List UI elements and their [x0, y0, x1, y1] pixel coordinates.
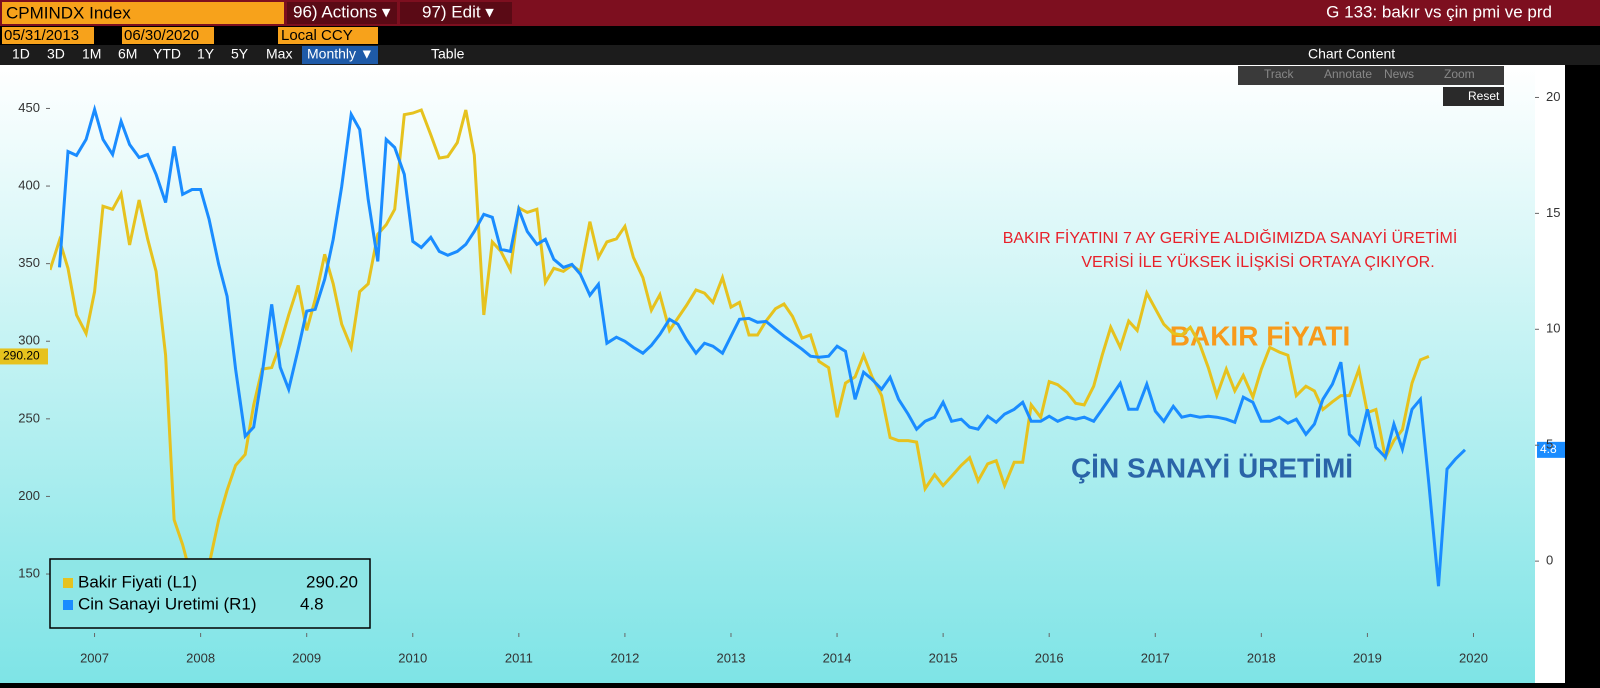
x-tick-label: 2010: [398, 650, 427, 665]
legend-label: Cin Sanayi Uretimi (R1): [78, 594, 257, 613]
edit-label: 97) Edit ▾: [422, 2, 494, 21]
last-value-label: 290.20: [3, 349, 40, 363]
legend-label: Bakir Fiyati (L1): [78, 572, 197, 591]
legend-swatch: [63, 600, 73, 610]
period-btn[interactable]: Max: [266, 46, 292, 62]
actions-btn[interactable]: [287, 2, 397, 24]
page-title: G 133: bakır vs çin pmi ve prd: [1326, 2, 1552, 21]
tool-btn[interactable]: News: [1384, 67, 1414, 81]
x-tick-label: 2020: [1459, 650, 1488, 665]
currency: Local CCY: [281, 27, 353, 44]
reset-btn[interactable]: [1443, 87, 1504, 106]
x-tick-label: 2017: [1141, 650, 1170, 665]
end-date: 06/30/2020: [124, 27, 199, 44]
ticker: CPMINDX Index: [6, 3, 131, 22]
period-btn[interactable]: 1D: [12, 46, 30, 62]
legend: [49, 558, 371, 629]
annotation: VERİSİ İLE YÜKSEK İLİŞKİSİ ORTAYA ÇIKIYO…: [1081, 252, 1434, 271]
series-line: [50, 108, 1430, 583]
legend-swatch: [63, 578, 73, 588]
tool-btn[interactable]: Zoom: [1444, 67, 1475, 81]
actions-label: 96) Actions ▾: [293, 2, 391, 21]
y2-tick-label: 10: [1546, 321, 1560, 336]
right-axis-area: [1535, 65, 1565, 683]
tool-bar: [1238, 66, 1504, 85]
y-tick-label: 400: [18, 177, 40, 192]
annotation: BAKIR FİYATI: [1170, 320, 1350, 351]
y2-tick-label: 5: [1546, 437, 1553, 452]
period-btn[interactable]: 1Y: [197, 46, 215, 62]
date-bar: [0, 26, 1600, 45]
reset: Reset: [1468, 89, 1500, 103]
x-tick-label: 2016: [1035, 650, 1064, 665]
x-tick-label: 2009: [292, 650, 321, 665]
x-tick-label: 2007: [80, 650, 109, 665]
table-btn[interactable]: Table: [431, 46, 465, 62]
ticker-box[interactable]: [2, 2, 284, 24]
x-tick-label: 2012: [610, 650, 639, 665]
x-tick-label: 2008: [186, 650, 215, 665]
x-tick-label: 2018: [1247, 650, 1276, 665]
annotation: BAKIR FİYATINI 7 AY GERİYE ALDIĞIMIZDA S…: [1003, 228, 1458, 247]
annotation: ÇİN SANAYİ ÜRETİMİ: [1071, 452, 1353, 483]
period-btn[interactable]: 1M: [82, 46, 101, 62]
period-btn[interactable]: 5Y: [231, 46, 249, 62]
toolbar: [0, 45, 1600, 65]
x-tick-label: 2013: [717, 650, 746, 665]
last-value-badge: [1537, 441, 1565, 458]
x-tick-label: 2011: [505, 650, 533, 665]
y2-tick-label: 0: [1546, 553, 1553, 568]
y-tick-label: 450: [18, 100, 40, 115]
x-tick-label: 2015: [929, 650, 958, 665]
series-line: [58, 103, 1467, 587]
x-tick-label: 2014: [823, 650, 852, 665]
x-tick-label: 2019: [1353, 650, 1382, 665]
frequency-btn[interactable]: [302, 46, 378, 64]
period-btn[interactable]: 3D: [47, 46, 65, 62]
y-tick-label: 150: [18, 565, 40, 580]
tool-btn[interactable]: Annotate: [1324, 67, 1372, 81]
y-tick-label: 250: [18, 410, 40, 425]
y-tick-label: 350: [18, 255, 40, 270]
y2-tick-label: 15: [1546, 205, 1560, 220]
y-tick-label: 200: [18, 488, 40, 503]
chart-content[interactable]: Chart Content: [1308, 46, 1395, 62]
edit-btn[interactable]: [400, 2, 512, 24]
y-tick-label: 300: [18, 333, 40, 348]
last-value-label: 4.8: [1540, 442, 1557, 456]
tool-btn[interactable]: Track: [1264, 67, 1295, 81]
start-date: 05/31/2013: [4, 27, 79, 44]
currency-box[interactable]: [278, 27, 378, 44]
start-date-box[interactable]: [2, 27, 94, 44]
y2-tick-label: 20: [1546, 89, 1560, 104]
end-date-box[interactable]: [122, 27, 214, 44]
period-btn[interactable]: 6M: [118, 46, 137, 62]
frequency: Monthly ▼: [307, 46, 374, 62]
legend-value: 290.20: [306, 572, 358, 591]
period-btn[interactable]: YTD: [153, 46, 181, 62]
legend-value: 4.8: [300, 594, 324, 613]
last-value-badge: [0, 348, 48, 365]
